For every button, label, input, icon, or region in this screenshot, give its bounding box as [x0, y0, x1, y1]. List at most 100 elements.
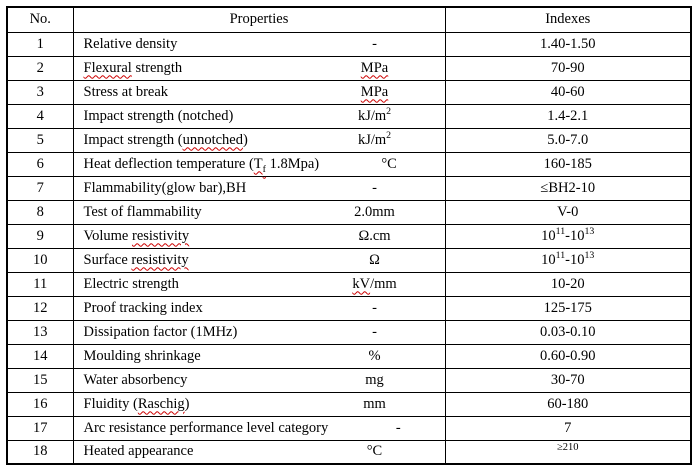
index-value-cell: 10-20: [444, 271, 692, 297]
property-name: Flexural strength: [83, 59, 183, 76]
row-number-cell: 17: [6, 415, 74, 441]
table-row: 18 Heated appearance °C ≥210: [6, 439, 692, 465]
property-unit: Ω: [369, 251, 380, 268]
row-number-cell: 5: [6, 127, 74, 153]
property-name: Test of flammability: [83, 203, 202, 220]
property-cell: Moulding shrinkage%: [72, 343, 446, 369]
property-unit: °C: [366, 443, 383, 460]
row-number-cell: 9: [6, 223, 74, 249]
column-header-no: No.: [6, 6, 74, 33]
property-name: Surface resistivity: [83, 251, 189, 268]
property-name: Stress at break: [83, 83, 169, 100]
index-value-cell: ≥210: [444, 439, 692, 465]
property-wrap: Arc resistance performance level categor…: [74, 420, 445, 437]
row-number-cell: 7: [6, 175, 74, 201]
property-name: Heated appearance: [83, 443, 194, 460]
property-cell: Test of flammability 2.0mm: [72, 199, 446, 225]
property-cell: Water absorbency mg: [72, 367, 446, 393]
property-unit: MPa: [360, 59, 389, 76]
property-unit: -: [372, 35, 377, 52]
property-cell: Flexural strength MPa: [72, 55, 446, 81]
row-number-cell: 16: [6, 391, 74, 417]
property-unit: MPa: [360, 83, 389, 100]
index-value-cell: ≤BH2-10: [444, 175, 692, 201]
index-value-cell: 1.4-2.1: [444, 103, 692, 129]
property-wrap: Water absorbency mg: [74, 372, 445, 389]
table-row: 14 Moulding shrinkage% 0.60-0.90: [6, 343, 692, 369]
property-name: Flammability(glow bar),BH: [83, 179, 247, 196]
index-value-cell: 0.60-0.90: [444, 343, 692, 369]
property-name: Water absorbency: [83, 371, 188, 388]
property-wrap: Impact strength (unnotched) kJ/m2: [74, 129, 445, 149]
property-name: Arc resistance performance level categor…: [83, 419, 329, 436]
property-wrap: Flammability(glow bar),BH -: [74, 180, 445, 197]
property-wrap: Volume resistivity Ω.cm: [74, 228, 445, 245]
property-name: Moulding shrinkage: [83, 347, 201, 364]
property-cell: Relative density -: [72, 31, 446, 57]
property-unit: 2.0mm: [354, 203, 395, 220]
index-value-cell: 60-180: [444, 391, 692, 417]
table-row: 3 Stress at break MPa 40-60: [6, 79, 692, 105]
table-row: 1 Relative density - 1.40-1.50: [6, 31, 692, 57]
row-number-cell: 8: [6, 199, 74, 225]
table-row: 15 Water absorbency mg 30-70: [6, 367, 692, 393]
property-cell: Flammability(glow bar),BH -: [72, 175, 446, 201]
row-number-cell: 2: [6, 55, 74, 81]
table-row: 6 Heat deflection temperature (Tf 1.8Mpa)…: [6, 151, 692, 177]
property-name: Impact strength (unnotched): [83, 131, 248, 148]
index-value-cell: 5.0-7.0: [444, 127, 692, 153]
index-value-cell: 70-90: [444, 55, 692, 81]
row-number-cell: 13: [6, 319, 74, 345]
property-cell: Surface resistivity Ω: [72, 247, 446, 273]
property-wrap: Dissipation factor (1MHz) -: [74, 324, 445, 341]
row-number-cell: 15: [6, 367, 74, 393]
property-wrap: Relative density -: [74, 36, 445, 53]
row-number-cell: 4: [6, 103, 74, 129]
property-name: Dissipation factor (1MHz): [83, 323, 238, 340]
property-cell: Arc resistance performance level categor…: [72, 415, 446, 441]
row-number-cell: 10: [6, 247, 74, 273]
table-row: 8 Test of flammability 2.0mm V-0: [6, 199, 692, 225]
property-name: Electric strength: [83, 275, 179, 292]
property-name: Fluidity (Raschig): [83, 395, 190, 412]
table-body: 1 Relative density -1.40-1.50 2 Flexural str…: [6, 31, 692, 465]
column-header-indexes: Indexes: [444, 6, 692, 33]
property-name: Heat deflection temperature (Tf 1.8Mpa): [83, 155, 320, 175]
table-row: 16 Fluidity (Raschig) mm 60-180: [6, 391, 692, 417]
table-row: 11 Electric strength kV/mm 10-20: [6, 271, 692, 297]
property-wrap: Electric strength kV/mm: [74, 276, 445, 293]
table-row: 17 Arc resistance performance level categ…: [6, 415, 692, 441]
property-wrap: Stress at break MPa: [74, 84, 445, 101]
index-value-cell: 160-185: [444, 151, 692, 177]
property-cell: Heat deflection temperature (Tf 1.8Mpa) °…: [72, 151, 446, 177]
property-wrap: Flexural strength MPa: [74, 60, 445, 77]
property-cell: Proof tracking index -: [72, 295, 446, 321]
property-unit: Ω.cm: [358, 227, 391, 244]
property-name: Volume resistivity: [83, 227, 190, 244]
table-row: 7 Flammability(glow bar),BH - ≤BH2-10: [6, 175, 692, 201]
index-value-cell: 0.03-0.10: [444, 319, 692, 345]
property-unit: kJ/m2: [357, 129, 392, 148]
row-number-cell: 12: [6, 295, 74, 321]
property-cell: Volume resistivity Ω.cm: [72, 223, 446, 249]
property-wrap: Test of flammability 2.0mm: [74, 204, 445, 221]
index-value-cell: 30-70: [444, 367, 692, 393]
table-row: 9 Volume resistivity Ω.cm 1011-1013: [6, 223, 692, 249]
row-number-cell: 18: [6, 439, 74, 465]
index-value-cell: 40-60: [444, 79, 692, 105]
row-number-cell: 6: [6, 151, 74, 177]
index-value-cell: 1011-1013: [444, 223, 692, 249]
property-wrap: Heated appearance °C: [74, 443, 445, 460]
index-value-cell: 125-175: [444, 295, 692, 321]
table-row: 4 Impact strength (notched) kJ/m2 1.4-2.1: [6, 103, 692, 129]
table-row: 13 Dissipation factor (1MHz) - 0.03-0.10: [6, 319, 692, 345]
property-unit: -: [395, 419, 401, 436]
property-unit: mm: [363, 395, 386, 412]
property-name: Impact strength (notched): [83, 107, 234, 124]
property-wrap: Fluidity (Raschig) mm: [74, 396, 445, 413]
property-cell: Impact strength (notched) kJ/m2: [72, 103, 446, 129]
index-value-cell: 7: [444, 415, 692, 441]
table-header-row: No. Properties Indexes: [6, 6, 692, 33]
property-unit: °C: [381, 155, 397, 172]
